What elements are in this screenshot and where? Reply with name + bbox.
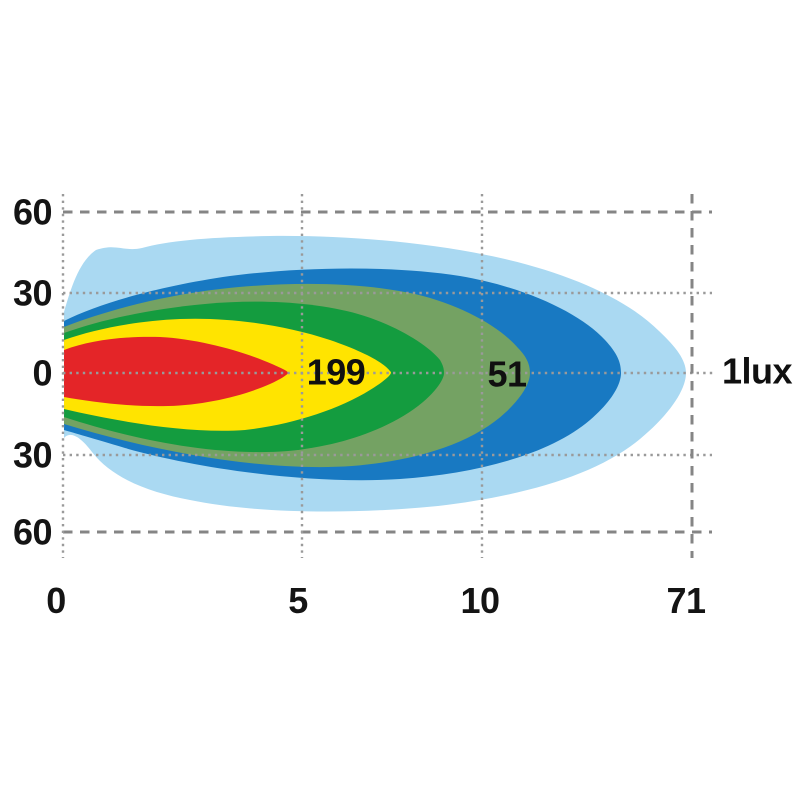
y-axis-label-4: 60: [13, 512, 52, 553]
annotation-outer-level: 1lux: [722, 351, 793, 392]
annotation-lux-at-5m: 199: [307, 352, 366, 393]
y-axis-label-3: 30: [13, 435, 52, 476]
x-axis-label-3: 71: [666, 580, 706, 621]
y-axis-label-2: 0: [32, 353, 52, 394]
y-axis-label-0: 60: [13, 192, 52, 233]
x-axis-label-2: 10: [460, 580, 499, 621]
contour-red-core: [64, 336, 288, 407]
x-axis-label-0: 0: [46, 580, 66, 621]
x-axis-label-1: 5: [288, 580, 308, 621]
annotation-lux-at-10m: 51: [487, 354, 527, 395]
y-axis-label-1: 30: [13, 273, 52, 314]
